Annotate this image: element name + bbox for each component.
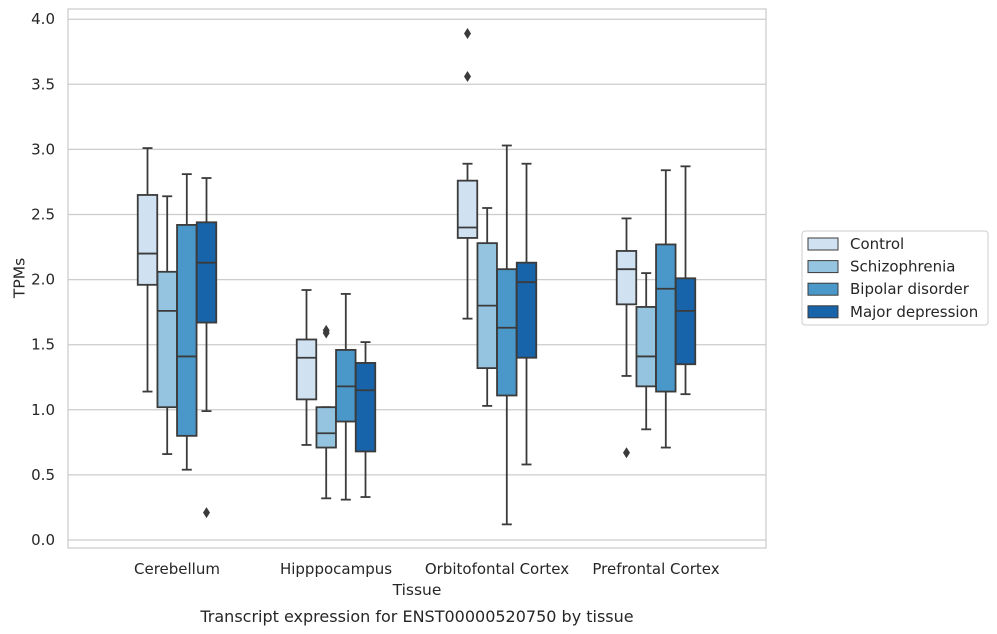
box-schizophrenia — [315, 324, 337, 500]
box-body — [456, 179, 479, 239]
legend-swatch — [807, 305, 839, 319]
boxes — [136, 28, 697, 526]
x-tick-label: Hipppocampus — [280, 560, 392, 578]
box-major-depression — [354, 341, 377, 498]
x-tick-labels: Cerebellum Hipppocampus Orbitofontal Corte… — [134, 560, 720, 578]
legend-label: Major depression — [850, 303, 978, 321]
box-schizophrenia — [156, 195, 178, 455]
box-body — [354, 362, 377, 453]
outlier-point — [203, 507, 210, 519]
y-tick-labels: 0.0 0.5 1.0 1.5 2.0 2.5 3.0 3.5 4.0 — [31, 10, 55, 549]
box-control — [615, 217, 638, 459]
box-bipolar-disorder — [176, 173, 198, 471]
box-control — [295, 289, 318, 446]
x-tick-label: Prefrontal Cortex — [592, 560, 719, 578]
plot-area-frame — [67, 8, 767, 549]
legend-swatch — [807, 237, 839, 251]
box-major-depression — [674, 165, 697, 396]
outlier-point — [322, 324, 330, 336]
y-tick-label: 1.0 — [31, 401, 55, 419]
outlier-point — [464, 70, 471, 82]
box-major-depression — [195, 177, 218, 519]
y-tick-label: 0.5 — [31, 466, 55, 484]
x-tick-label: Orbitofontal Cortex — [425, 560, 569, 578]
outlier-point — [464, 28, 471, 40]
box-major-depression — [515, 162, 538, 466]
legend-swatch — [807, 260, 839, 274]
box-bipolar-disorder — [496, 144, 518, 526]
y-tick-label: 4.0 — [31, 10, 55, 28]
box-body — [195, 221, 218, 324]
legend-label: Control — [850, 235, 904, 253]
box-control — [456, 28, 479, 320]
y-axis-label: TPMs — [11, 258, 29, 299]
box-schizophrenia — [635, 272, 657, 431]
y-tick-label: 2.5 — [31, 206, 55, 224]
y-tick-label: 3.5 — [31, 75, 55, 93]
legend: Control Schizophrenia Bipolar disorder Majo… — [801, 230, 989, 326]
y-tick-label: 3.0 — [31, 140, 55, 158]
legend-swatch — [807, 282, 839, 296]
chart-caption: Transcript expression for ENST0000052075… — [199, 607, 633, 626]
y-tick-label: 0.0 — [31, 531, 55, 549]
box-body — [655, 243, 677, 393]
box-body — [496, 268, 518, 397]
box-body — [515, 261, 538, 359]
box-body — [156, 270, 178, 409]
outlier-point — [623, 447, 630, 459]
legend-label: Bipolar disorder — [850, 280, 970, 298]
box-body — [315, 406, 337, 449]
box-body — [176, 224, 198, 437]
box-bipolar-disorder — [335, 293, 357, 501]
y-tick-label: 2.0 — [31, 271, 55, 289]
x-tick-label: Cerebellum — [134, 560, 220, 578]
box-body — [136, 194, 159, 286]
x-axis-label: Tissue — [392, 581, 442, 599]
box-schizophrenia — [476, 207, 498, 407]
box-body — [635, 306, 657, 388]
box-body — [295, 338, 318, 401]
legend-frame — [801, 230, 989, 326]
box-bipolar-disorder — [655, 169, 677, 449]
box-body — [615, 250, 638, 306]
legend-label: Schizophrenia — [850, 258, 955, 276]
box-control — [136, 147, 159, 393]
y-tick-label: 1.5 — [31, 336, 55, 354]
box-body — [674, 277, 697, 366]
